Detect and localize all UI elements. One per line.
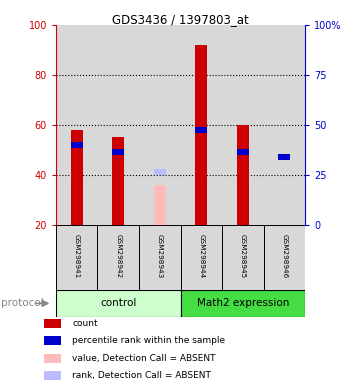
Bar [56,225,97,290]
Text: percentile rank within the sample: percentile rank within the sample [72,336,225,345]
Bar [154,169,166,175]
Bar [195,45,207,225]
Text: rank, Detection Call = ABSENT: rank, Detection Call = ABSENT [72,371,211,380]
Bar [264,225,305,290]
Text: GSM298942: GSM298942 [115,234,121,278]
Bar [56,290,180,317]
Bar [154,185,166,225]
Bar [112,137,124,225]
Bar [180,25,222,225]
Text: GDS3436 / 1397803_at: GDS3436 / 1397803_at [112,13,249,26]
Text: GSM298943: GSM298943 [157,234,163,278]
Bar [278,154,290,161]
Bar [139,225,180,290]
Bar [71,130,83,225]
Bar [222,225,264,290]
Bar [264,25,305,225]
Text: GSM298941: GSM298941 [74,234,80,278]
Bar [237,125,249,225]
Text: GSM298945: GSM298945 [240,234,246,278]
Text: value, Detection Call = ABSENT: value, Detection Call = ABSENT [72,354,216,362]
Text: control: control [100,298,136,308]
Text: Math2 expression: Math2 expression [197,298,289,308]
Bar [195,127,207,133]
Bar [97,25,139,225]
Text: GSM298944: GSM298944 [198,234,204,278]
Bar [222,25,264,225]
Bar [180,290,305,317]
Bar [44,336,61,345]
Bar [44,371,61,380]
Bar [97,225,139,290]
Bar [44,319,61,328]
Bar [71,142,83,148]
Bar [139,25,180,225]
Text: count: count [72,319,98,328]
Text: GSM298946: GSM298946 [281,234,287,278]
Bar [180,225,222,290]
Bar [56,25,97,225]
Bar [44,354,61,362]
Bar [112,149,124,156]
Text: protocol: protocol [1,298,43,308]
Bar [237,149,249,156]
